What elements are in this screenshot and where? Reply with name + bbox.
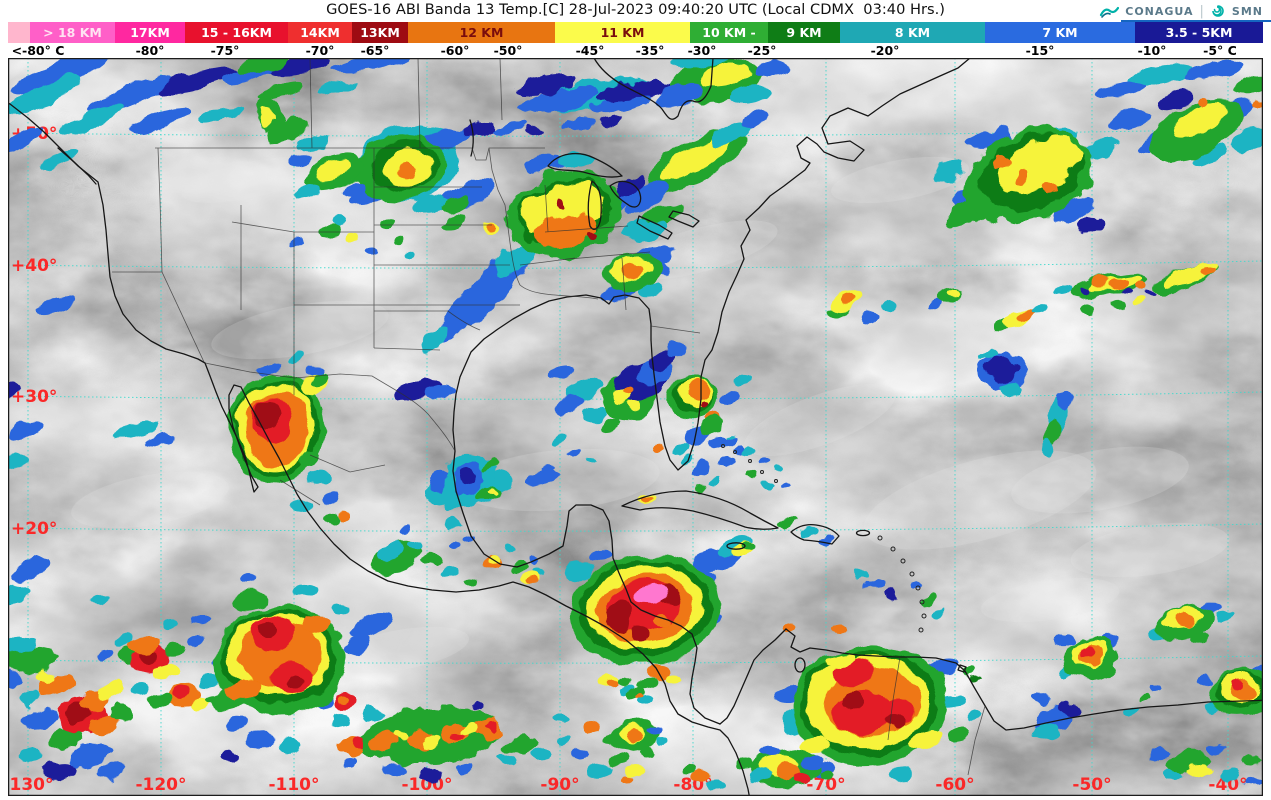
longitude-label: -100° xyxy=(401,775,452,795)
scale-segment: 8 KM xyxy=(840,22,985,43)
scale-segment: 13KM xyxy=(352,22,408,43)
cloud-cluster-midwest-mcs xyxy=(420,151,673,354)
scale-segment: 9 KM xyxy=(768,22,840,43)
longitude-label: -40° xyxy=(1208,775,1247,795)
scale-segment xyxy=(8,22,30,43)
temperature-label: <-80° C xyxy=(11,43,65,58)
cloud-cluster-atlantic-itcz-a xyxy=(1055,633,1120,679)
temperature-label: -50° xyxy=(493,43,523,58)
longitude-label: -70° xyxy=(806,775,845,795)
cloud-cluster-tamaulipas-patch xyxy=(420,453,500,578)
cloud-cluster-colombia-cluster xyxy=(775,623,983,783)
cloud-cluster-montana-streak xyxy=(288,153,367,199)
cloud-cluster-left-edge-cell xyxy=(254,97,328,155)
satellite-map: +50°+40°+30°+20°+10°-130°-120°-110°-100°… xyxy=(8,58,1263,796)
latitude-label: +40° xyxy=(11,256,57,276)
longitude-label: -120° xyxy=(135,775,186,795)
political-borders xyxy=(112,58,986,776)
conagua-logo-text: CONAGUA xyxy=(1125,5,1194,18)
cloud-cluster-atlantic-itcz-d xyxy=(1032,684,1263,786)
temperature-label: -80° xyxy=(135,43,165,58)
temperature-label: -45° xyxy=(575,43,605,58)
cloud-cluster-itcz-band xyxy=(330,700,550,782)
altitude-color-scale: > 18 KM 17KM 15 - 16KM 14KM 13KM 12 KM 11 KM 10… xyxy=(8,22,1263,43)
cloud-cluster-southeast-us-patch xyxy=(550,342,686,432)
conagua-wave-icon xyxy=(1099,4,1120,18)
temperature-label: -60° xyxy=(440,43,470,58)
logo-blue-rule xyxy=(1121,20,1271,22)
temperature-label: -75° xyxy=(210,43,240,58)
coastlines xyxy=(8,58,1263,796)
cloud-cluster-itcz-west-a xyxy=(8,635,132,780)
scale-segment: 3.5 - 5KM xyxy=(1135,22,1263,43)
temperature-label: -20° xyxy=(870,43,900,58)
cloud-cluster-sonora-storm xyxy=(228,354,351,526)
cloud-cluster-itcz-west-b xyxy=(97,614,228,713)
scale-segment: 15 - 16KM xyxy=(185,22,288,43)
smn-spiral-icon xyxy=(1210,3,1226,19)
cloud-cluster-newfoundland-cluster xyxy=(1095,59,1263,167)
temperature-label: -5° C xyxy=(1203,43,1237,58)
temperature-label: -25° xyxy=(747,43,777,58)
cloud-cluster-canada-nw-streaks xyxy=(8,58,410,171)
longitude-label: -50° xyxy=(1072,775,1111,795)
cloud-cluster-lesser-antilles-streak xyxy=(1041,392,1072,458)
agency-logos: CONAGUA | SMN xyxy=(1095,0,1267,22)
scale-segment: 14KM xyxy=(288,22,352,43)
map-frame xyxy=(8,58,1263,796)
smn-logo-text: SMN xyxy=(1231,5,1263,18)
logo-separator: | xyxy=(1199,3,1204,19)
cloud-cluster-costa-rica-cells xyxy=(553,678,668,782)
cloud-cluster-mexico-south-specks xyxy=(399,526,544,586)
longitude-label: -110° xyxy=(268,775,319,795)
longitude-label: -130° xyxy=(8,775,54,795)
cloud-cluster-natlantic-cluster xyxy=(932,125,1120,235)
latitude-label: +20° xyxy=(11,519,57,539)
scale-segment: > 18 KM xyxy=(30,22,115,43)
convective-clusters xyxy=(8,58,1263,790)
temperature-label: -35° xyxy=(635,43,665,58)
cloud-cluster-atlantic-itcz-c xyxy=(1197,665,1263,715)
longitude-label: -60° xyxy=(935,775,974,795)
cloud-cluster-florida-cluster xyxy=(652,374,748,466)
cloud-cluster-panama-cluster xyxy=(682,747,833,790)
cloud-cluster-atlantic-row xyxy=(826,263,1218,331)
latlon-labels: +50°+40°+30°+20°+10°-130°-120°-110°-100°… xyxy=(8,124,1248,795)
satellite-map-svg: +50°+40°+30°+20°+10°-130°-120°-110°-100°… xyxy=(8,58,1263,796)
scale-segment: 10 KM - xyxy=(690,22,768,43)
temperature-label: -70° xyxy=(305,43,335,58)
temperature-scale: <-80° C -80° -75° -70° -65° -60° -50° -45° -35° -… xyxy=(0,43,1271,58)
cloud-cluster-atlantic-itcz-b xyxy=(1148,601,1233,645)
cloud-cluster-manitoba-storm xyxy=(332,124,494,229)
temperature-label: -10° xyxy=(1137,43,1167,58)
latitude-label: +30° xyxy=(11,387,57,407)
temperature-label: -65° xyxy=(360,43,390,58)
temperature-label: -30° xyxy=(687,43,717,58)
cloud-cluster-gulf-bahamas-specks xyxy=(544,435,780,473)
cloud-cluster-ohio-cell xyxy=(600,253,670,302)
longitude-label: -90° xyxy=(540,775,579,795)
cirrus-wisps xyxy=(71,156,1230,674)
scale-segment: 11 KM xyxy=(555,22,690,43)
scale-segment: 12 KM xyxy=(408,22,555,43)
cloud-cluster-itcz-mexico-cluster xyxy=(212,575,359,761)
cloud-cluster-quebec-mass xyxy=(655,58,788,107)
temperature-label: -15° xyxy=(1025,43,1055,58)
scale-segment: 17KM xyxy=(115,22,185,43)
small-islands xyxy=(721,444,927,633)
titlebar: GOES-16 ABI Banda 13 Temp.[C] 28-Jul-202… xyxy=(0,0,1271,22)
page-title: GOES-16 ABI Banda 13 Temp.[C] 28-Jul-202… xyxy=(326,1,945,18)
scale-segment: 7 KM xyxy=(985,22,1135,43)
cloud-cluster-atlantic-navy-patch xyxy=(978,348,1027,398)
